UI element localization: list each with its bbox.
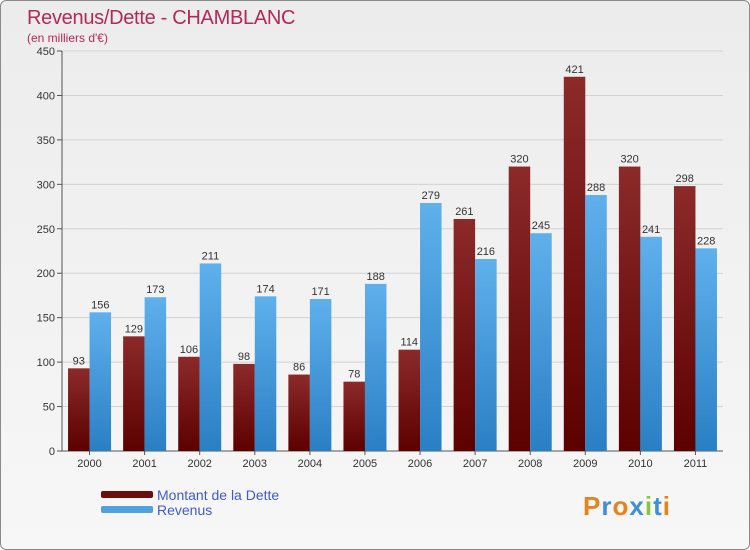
data-label-revenus: 211 xyxy=(202,250,220,262)
bar-debt xyxy=(673,186,696,451)
x-tick-label: 2004 xyxy=(298,458,322,470)
bar-revenus xyxy=(530,233,552,451)
data-label-revenus: 279 xyxy=(422,190,440,202)
bar-revenus xyxy=(640,236,662,451)
data-label-revenus: 156 xyxy=(91,299,109,311)
data-label-revenus: 174 xyxy=(256,283,274,295)
data-label-revenus: 171 xyxy=(311,286,329,298)
chart-title: Revenus/Dette - CHAMBLANC xyxy=(27,7,296,29)
y-tick-label: 0 xyxy=(49,446,55,458)
bar-debt xyxy=(288,374,310,451)
bar-debt xyxy=(233,363,255,451)
bar-revenus xyxy=(89,312,112,451)
y-tick-label: 450 xyxy=(37,46,55,58)
x-tick-label: 2011 xyxy=(684,458,708,470)
bar-revenus xyxy=(420,203,442,451)
y-tick-label: 100 xyxy=(37,357,55,369)
data-label-debt: 114 xyxy=(401,337,419,349)
legend-label-debt: Montant de la Dette xyxy=(157,486,280,503)
legend: Montant de la Dette Revenus xyxy=(101,486,280,518)
data-label-revenus: 216 xyxy=(477,246,495,258)
x-tick-label: 2010 xyxy=(628,458,652,470)
bar-revenus xyxy=(475,259,497,451)
bar-debt xyxy=(123,336,145,451)
y-tick-label: 200 xyxy=(37,268,55,280)
x-tick-label: 2008 xyxy=(518,458,542,470)
x-tick-label: 2006 xyxy=(408,458,432,470)
legend-item-revenus: Revenus xyxy=(101,501,279,518)
x-tick-label: 2000 xyxy=(77,458,101,470)
bar-debt xyxy=(398,349,421,451)
data-label-debt: 261 xyxy=(455,206,473,218)
data-label-debt: 106 xyxy=(180,344,198,356)
data-label-revenus: 173 xyxy=(146,284,164,296)
bar-revenus xyxy=(199,263,222,451)
data-label-debt: 320 xyxy=(510,154,528,166)
bar-revenus xyxy=(585,195,607,451)
y-tick-label: 250 xyxy=(37,224,55,236)
bar-revenus xyxy=(254,296,277,451)
x-tick-label: 2003 xyxy=(243,458,267,470)
legend-swatch-debt xyxy=(101,491,153,498)
data-label-debt: 129 xyxy=(125,323,143,335)
y-tick-label: 400 xyxy=(37,90,55,102)
bar-debt xyxy=(563,76,586,452)
bar-debt xyxy=(618,166,641,452)
data-label-revenus: 241 xyxy=(642,224,660,236)
data-label-debt: 86 xyxy=(293,362,305,374)
x-tick-label: 2001 xyxy=(132,458,156,470)
data-label-debt: 320 xyxy=(620,154,638,166)
data-label-revenus: 245 xyxy=(532,220,550,232)
chart-subtitle: (en milliers d'€) xyxy=(27,31,108,45)
bar-debt xyxy=(178,356,200,451)
x-tick-label: 2007 xyxy=(463,458,487,470)
bar-debt xyxy=(453,219,476,451)
bar-revenus xyxy=(309,299,332,451)
y-tick-label: 50 xyxy=(43,402,55,414)
y-tick-label: 300 xyxy=(37,179,55,191)
data-label-debt: 78 xyxy=(348,369,360,381)
y-tick-label: 150 xyxy=(37,313,55,325)
data-label-revenus: 228 xyxy=(697,235,715,247)
data-label-debt: 298 xyxy=(676,173,694,185)
bar-revenus xyxy=(695,248,717,451)
data-label-revenus: 288 xyxy=(587,182,605,194)
data-label-debt: 98 xyxy=(238,351,250,363)
x-tick-label: 2005 xyxy=(353,458,377,470)
data-label-revenus: 188 xyxy=(367,271,385,283)
data-label-debt: 421 xyxy=(565,64,583,76)
data-label-debt: 93 xyxy=(73,355,85,367)
bar-debt xyxy=(343,381,365,451)
x-tick-label: 2009 xyxy=(573,458,597,470)
bar-revenus xyxy=(364,283,387,451)
legend-item-debt: Montant de la Dette xyxy=(101,486,280,503)
bar-revenus xyxy=(144,297,167,451)
bar-debt xyxy=(508,166,531,452)
bar-debt xyxy=(68,368,90,451)
legend-label-revenus: Revenus xyxy=(157,501,213,518)
x-tick-label: 2002 xyxy=(187,458,211,470)
y-tick-label: 350 xyxy=(37,135,55,147)
proxiti-logo: Proxiti xyxy=(583,491,671,521)
legend-swatch-revenus xyxy=(101,506,153,513)
